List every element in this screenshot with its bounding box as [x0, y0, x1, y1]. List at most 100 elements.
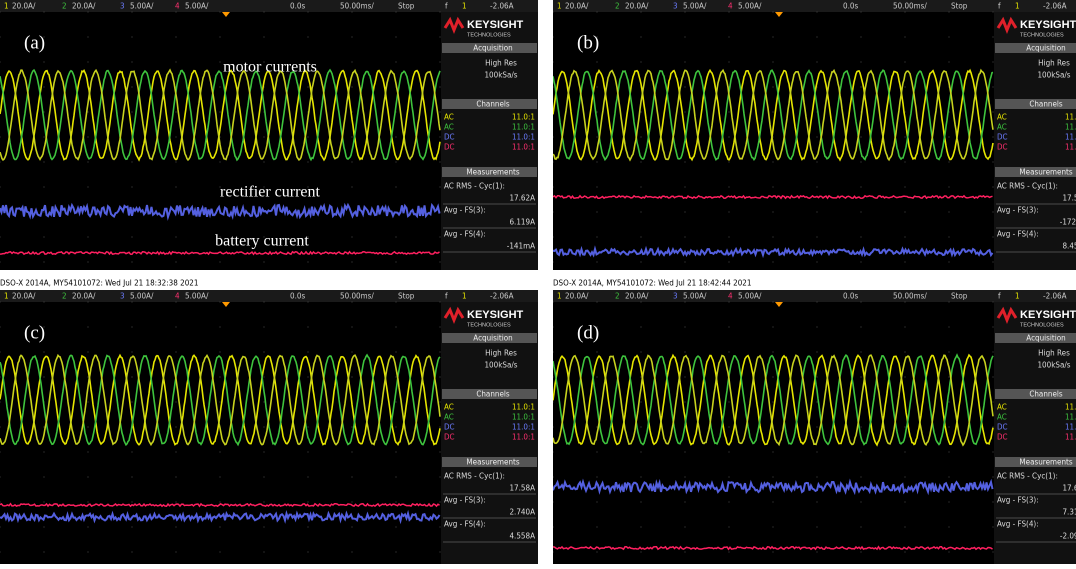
- grid-dot: [175, 551, 176, 552]
- acq-mode: High Res: [485, 59, 517, 68]
- grid-dot: [904, 161, 905, 162]
- header-text: 50.00ms/: [893, 2, 927, 11]
- grid-dot: [596, 111, 597, 112]
- channel-ratio: 11.0:1: [1065, 433, 1076, 442]
- grid-dot: [816, 136, 817, 137]
- channel-ratio: 11.0:1: [512, 123, 535, 132]
- grid-dot: [860, 186, 861, 187]
- grid-dot: [263, 136, 264, 137]
- grid-dot: [395, 186, 396, 187]
- grid-dot: [439, 301, 440, 302]
- channel-coupling: AC: [997, 123, 1007, 132]
- grid-dot: [728, 451, 729, 452]
- grid-dot: [992, 236, 993, 237]
- acq-mode: High Res: [1038, 59, 1070, 68]
- grid-dot: [175, 451, 176, 452]
- grid-dot: [816, 161, 817, 162]
- header-text: Stop: [951, 292, 968, 301]
- grid-dot: [640, 426, 641, 427]
- header-text: 5.00A/: [130, 292, 154, 301]
- grid-dot: [307, 426, 308, 427]
- grid-dot: [351, 36, 352, 37]
- grid-dot: [728, 236, 729, 237]
- header-text: -2.06A: [1043, 292, 1067, 301]
- grid-dot: [395, 551, 396, 552]
- grid-dot: [263, 301, 264, 302]
- grid-dot: [351, 301, 352, 302]
- grid-dot: [307, 376, 308, 377]
- grid-dot: [860, 86, 861, 87]
- grid-dot: [728, 501, 729, 502]
- grid-dot: [131, 376, 132, 377]
- acq-mode: High Res: [485, 349, 517, 358]
- grid-dot: [263, 451, 264, 452]
- grid-dot: [87, 261, 88, 262]
- header-text: 20.0A/: [625, 2, 649, 11]
- measurement-value: -172mA: [1060, 218, 1076, 227]
- grid-dot: [772, 186, 773, 187]
- grid-dot: [596, 211, 597, 212]
- grid-dot: [219, 501, 220, 502]
- grid-dot: [439, 161, 440, 162]
- measurement-value: 7.318A: [1062, 508, 1076, 517]
- grid-dot: [904, 136, 905, 137]
- grid-dot: [219, 11, 220, 12]
- grid-dot: [816, 451, 817, 452]
- grid-dot: [684, 186, 685, 187]
- grid-dot: [728, 161, 729, 162]
- grid-dot: [175, 236, 176, 237]
- grid-dot: [307, 301, 308, 302]
- grid-dot: [816, 11, 817, 12]
- grid-dot: [948, 501, 949, 502]
- grid-dot: [816, 236, 817, 237]
- grid-dot: [87, 376, 88, 377]
- grid-dot: [948, 526, 949, 527]
- grid-dot: [175, 351, 176, 352]
- channel-coupling: AC: [444, 123, 454, 132]
- grid-dot: [395, 301, 396, 302]
- grid-dot: [175, 161, 176, 162]
- grid-dot: [728, 551, 729, 552]
- measurement-value: 17.62A: [509, 194, 535, 203]
- grid-dot: [439, 111, 440, 112]
- grid-dot: [772, 301, 773, 302]
- grid-dot: [992, 326, 993, 327]
- measurement-value: 8.450A: [1062, 242, 1076, 251]
- grid-dot: [351, 376, 352, 377]
- grid-dot: [904, 551, 905, 552]
- channel-ratio: 11.0:1: [1065, 413, 1076, 422]
- grid-dot: [904, 211, 905, 212]
- grid-dot: [87, 501, 88, 502]
- grid-dot: [131, 401, 132, 402]
- channel-ratio: 11.0:1: [512, 133, 535, 142]
- scope-panel: 120.0A/220.0A/35.00A/45.00A/0.0s50.00ms/…: [552, 290, 1076, 564]
- grid-dot: [131, 326, 132, 327]
- grid-dot: [904, 476, 905, 477]
- grid-dot: [728, 476, 729, 477]
- grid-dot: [307, 11, 308, 12]
- grid-dot: [219, 376, 220, 377]
- grid-dot: [948, 36, 949, 37]
- grid-dot: [395, 261, 396, 262]
- grid-dot: [307, 161, 308, 162]
- grid-dot: [395, 236, 396, 237]
- grid-dot: [904, 36, 905, 37]
- grid-dot: [307, 261, 308, 262]
- grid-dot: [992, 376, 993, 377]
- grid-dot: [816, 376, 817, 377]
- brand-sub: TECHNOLOGIES: [467, 322, 511, 328]
- grid-dot: [43, 551, 44, 552]
- grid-dot: [992, 261, 993, 262]
- grid-dot: [263, 426, 264, 427]
- grid-dot: [395, 61, 396, 62]
- header-text: 50.00ms/: [340, 2, 374, 11]
- grid-dot: [263, 326, 264, 327]
- header-text: 5.00A/: [738, 292, 762, 301]
- grid-dot: [816, 351, 817, 352]
- grid-dot: [395, 11, 396, 12]
- header-text: 20.0A/: [72, 2, 96, 11]
- measurement-value: 17.60A: [1062, 484, 1076, 493]
- channel-ratio: 11.0:1: [1065, 113, 1076, 122]
- grid-dot: [219, 351, 220, 352]
- header-text: Stop: [951, 2, 968, 11]
